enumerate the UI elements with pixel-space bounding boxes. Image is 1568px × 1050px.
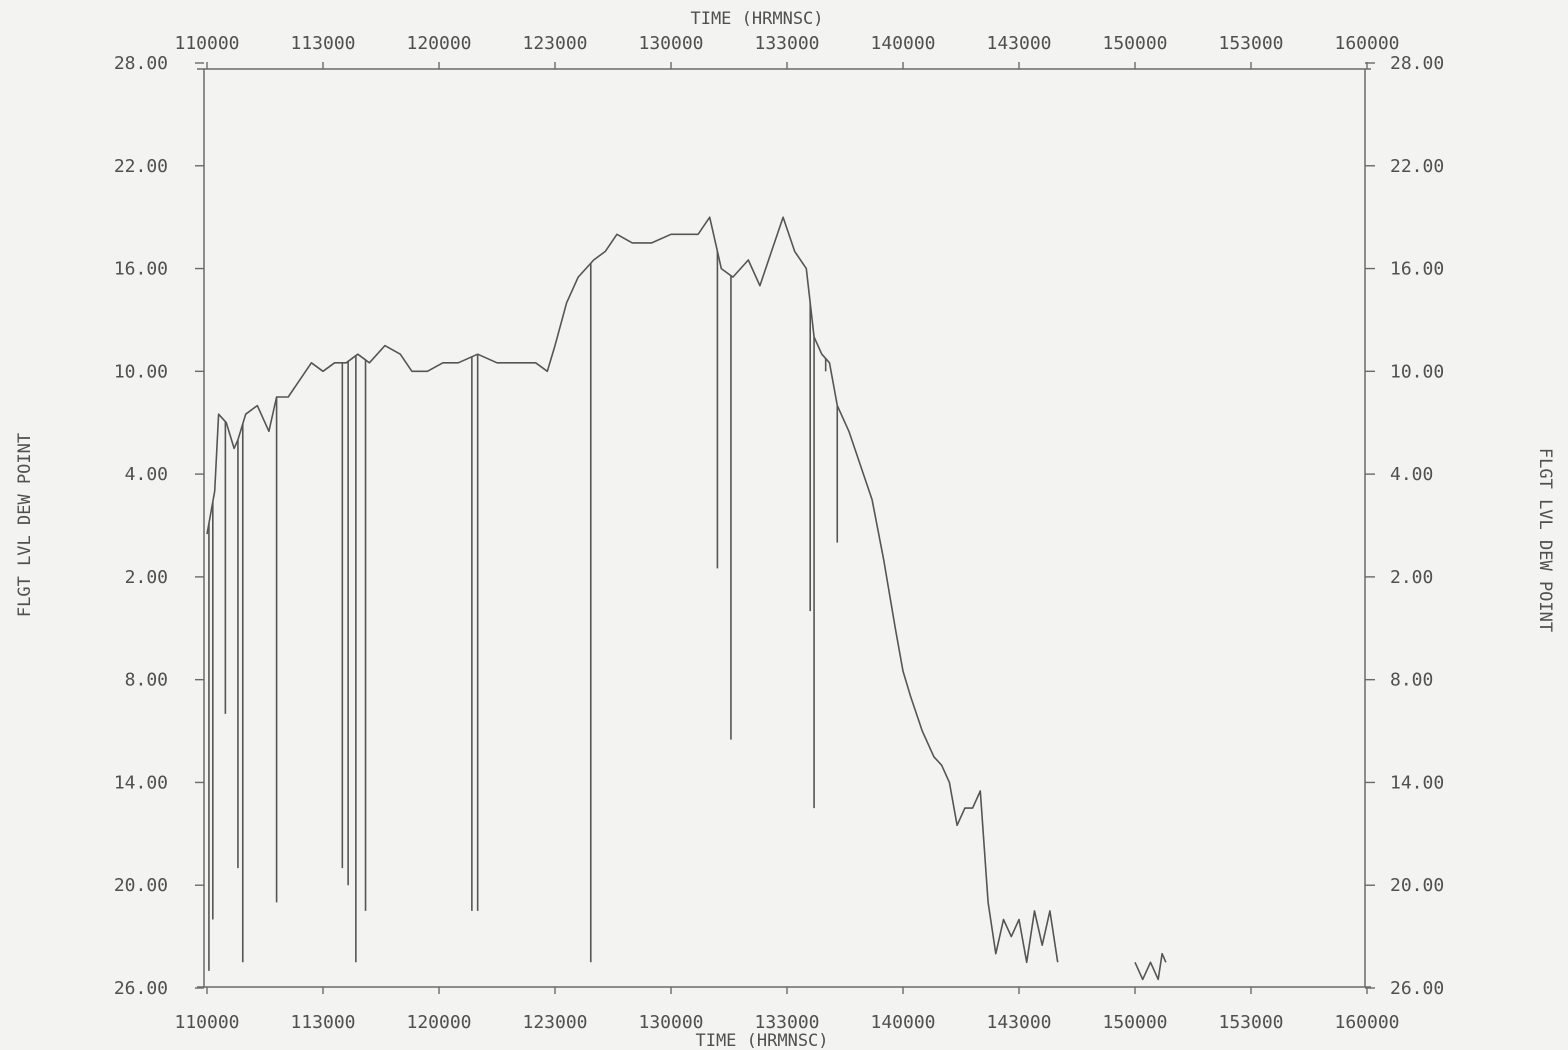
y-tick-label-right: 2.00	[1390, 567, 1433, 588]
y-tick-label-right: 10.00	[1390, 361, 1444, 382]
x-tick-label-bottom: 120000	[406, 1012, 471, 1033]
y-axis-title-right: FLGT LVL DEW POINT	[1535, 448, 1555, 632]
y-tick-label-right: 8.00	[1390, 670, 1433, 691]
y-tick-label-left: 14.00	[114, 772, 168, 793]
x-tick-label-bottom: 113000	[290, 1012, 355, 1033]
x-tick-label-top: 143000	[986, 33, 1051, 54]
y-tick-label-right: 28.00	[1390, 53, 1444, 74]
y-tick-label-left: 2.00	[125, 567, 168, 588]
x-tick-label-bottom: 130000	[638, 1012, 703, 1033]
x-tick-label-top: 153000	[1218, 33, 1283, 54]
dew-point-trace-late	[1134, 952, 1167, 981]
y-tick-label-left: 4.00	[125, 464, 168, 485]
x-axis-title-bottom: TIME (HRMNSC)	[695, 1031, 828, 1050]
x-tick-label-bottom: 153000	[1218, 1012, 1283, 1033]
x-tick-label-top: 140000	[870, 33, 935, 54]
y-tick-label-left: 8.00	[125, 670, 168, 691]
y-tick-label-right: 20.00	[1390, 875, 1444, 896]
x-tick-label-bottom: 110000	[174, 1012, 239, 1033]
y-tick-label-left: 10.00	[114, 361, 168, 382]
x-tick-label-bottom: 143000	[986, 1012, 1051, 1033]
x-tick-label-bottom: 140000	[870, 1012, 935, 1033]
x-tick-label-top: 150000	[1102, 33, 1167, 54]
x-tick-label-top: 123000	[522, 33, 587, 54]
x-tick-label-bottom: 150000	[1102, 1012, 1167, 1033]
x-tick-label-top: 120000	[406, 33, 471, 54]
y-tick-label-right: 22.00	[1390, 156, 1444, 177]
y-tick-label-left: 16.00	[114, 259, 168, 280]
y-tick-label-left: 22.00	[114, 156, 168, 177]
y-axis-title-left: FLGT LVL DEW POINT	[15, 433, 35, 617]
x-tick-label-top: 130000	[638, 33, 703, 54]
x-tick-label-bottom: 123000	[522, 1012, 587, 1033]
x-tick-label-bottom: 160000	[1334, 1012, 1399, 1033]
y-tick-label-right: 26.00	[1390, 978, 1444, 999]
y-tick-label-right: 4.00	[1390, 464, 1433, 485]
dew-point-trace	[206, 216, 1059, 964]
x-tick-label-top: 133000	[754, 33, 819, 54]
x-tick-label-bottom: 133000	[754, 1012, 819, 1033]
y-tick-label-left: 28.00	[114, 53, 168, 74]
x-tick-label-top: 160000	[1334, 33, 1399, 54]
y-tick-label-right: 14.00	[1390, 772, 1444, 793]
x-tick-label-top: 110000	[174, 33, 239, 54]
y-tick-label-right: 16.00	[1390, 259, 1444, 280]
x-axis-title-top: TIME (HRMNSC)	[690, 9, 823, 29]
y-tick-label-left: 20.00	[114, 875, 168, 896]
x-tick-label-top: 113000	[290, 33, 355, 54]
y-tick-label-left: 26.00	[114, 978, 168, 999]
